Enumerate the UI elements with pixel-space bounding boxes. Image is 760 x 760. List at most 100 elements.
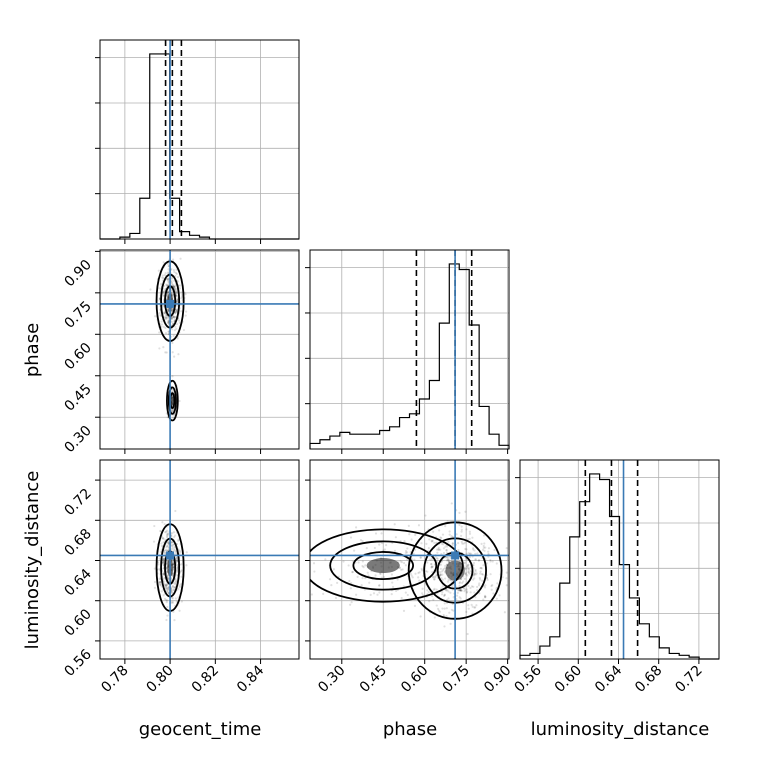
- sample-point: [493, 548, 496, 552]
- xaxis-label-luminosity-distance: luminosity_distance: [531, 719, 710, 740]
- sample-point: [348, 579, 351, 583]
- sample-points: [303, 502, 508, 636]
- sample-point: [171, 351, 174, 354]
- sample-point: [440, 577, 443, 580]
- sample-point: [404, 551, 407, 555]
- sample-point: [417, 571, 420, 575]
- sample-point: [419, 615, 422, 618]
- sample-point: [165, 283, 168, 286]
- sample-point: [174, 290, 178, 293]
- sample-point: [424, 514, 427, 517]
- sample-point: [342, 560, 345, 563]
- sample-point: [383, 548, 387, 551]
- sample-point: [373, 546, 376, 550]
- sample-point: [447, 560, 450, 563]
- sample-point: [378, 584, 381, 587]
- sample-point: [449, 622, 452, 625]
- histogram-step-geocent-time: [100, 53, 299, 240]
- sample-point: [162, 276, 165, 280]
- sample-point: [472, 561, 476, 565]
- y-tick-label: 0.56: [61, 646, 94, 679]
- sample-point: [164, 314, 168, 317]
- sample-point: [431, 565, 434, 568]
- sample-point: [157, 269, 160, 272]
- sample-point: [180, 291, 183, 294]
- sample-point: [438, 529, 441, 532]
- sample-point: [474, 558, 477, 561]
- sample-point: [443, 607, 446, 610]
- sample-point: [175, 569, 179, 572]
- scatter-panel-geocent-time-vs-phase: 0.30 0.45 0.60 0.75 0.90: [61, 249, 300, 456]
- sample-point: [170, 409, 174, 412]
- sample-point: [420, 542, 423, 545]
- sample-point: [485, 577, 489, 580]
- sample-point: [380, 532, 383, 535]
- sample-point: [180, 569, 183, 572]
- sample-point: [460, 589, 463, 592]
- sample-point: [164, 331, 168, 335]
- sample-point: [385, 544, 388, 547]
- sample-point: [409, 550, 412, 554]
- sample-point: [458, 582, 461, 585]
- sample-point: [439, 567, 442, 570]
- sample-point: [303, 547, 305, 549]
- sample-point: [165, 589, 169, 592]
- sample-point: [457, 588, 460, 592]
- sample-point: [460, 528, 463, 531]
- sample-point: [394, 589, 398, 593]
- sample-point: [173, 316, 176, 319]
- sample-point: [164, 271, 167, 275]
- sample-point: [378, 543, 381, 546]
- sample-point: [351, 570, 354, 574]
- panel-frame: [309, 249, 510, 450]
- sample-point: [451, 542, 455, 545]
- sample-point: [172, 588, 175, 591]
- sample-point: [163, 523, 166, 526]
- sample-point: [433, 616, 436, 619]
- sample-point: [432, 546, 436, 549]
- sample-point: [458, 523, 461, 526]
- sample-point: [460, 589, 463, 592]
- sample-point: [366, 571, 369, 574]
- sample-point: [167, 588, 170, 592]
- sample-point: [440, 542, 443, 545]
- sample-point: [463, 561, 467, 564]
- sample-point: [498, 594, 501, 597]
- sample-point: [175, 291, 178, 294]
- sample-point: [174, 583, 177, 586]
- sample-point: [166, 614, 169, 617]
- sample-point: [469, 570, 472, 573]
- sample-point: [178, 399, 181, 403]
- sample-point: [165, 598, 168, 602]
- sample-point: [481, 579, 484, 582]
- sample-point: [495, 597, 498, 600]
- sample-point: [171, 591, 174, 594]
- sample-point: [175, 304, 178, 307]
- sample-point: [166, 308, 169, 311]
- sample-point: [451, 542, 454, 545]
- sample-point: [162, 325, 165, 328]
- sample-point: [430, 539, 433, 543]
- sample-point: [399, 560, 402, 563]
- sample-point: [473, 572, 477, 575]
- sample-point: [171, 573, 175, 576]
- sample-point: [355, 593, 358, 596]
- sample-point: [159, 581, 162, 584]
- sample-point: [434, 576, 437, 579]
- sample-point: [503, 611, 506, 614]
- sample-point: [174, 325, 177, 328]
- sample-point: [430, 562, 433, 566]
- sample-point: [152, 540, 156, 543]
- sample-point: [164, 583, 167, 586]
- yaxis-label-luminosity-distance: luminosity_distance: [22, 471, 43, 650]
- sample-point: [491, 584, 494, 587]
- x-tick-label: 0.56: [512, 662, 545, 695]
- sample-point: [365, 547, 368, 550]
- sample-point: [442, 567, 445, 571]
- sample-point: [467, 570, 470, 573]
- sample-point: [430, 563, 433, 566]
- sample-point: [406, 558, 409, 561]
- sample-point: [461, 542, 464, 545]
- sample-point: [398, 566, 402, 569]
- sample-point: [458, 581, 462, 584]
